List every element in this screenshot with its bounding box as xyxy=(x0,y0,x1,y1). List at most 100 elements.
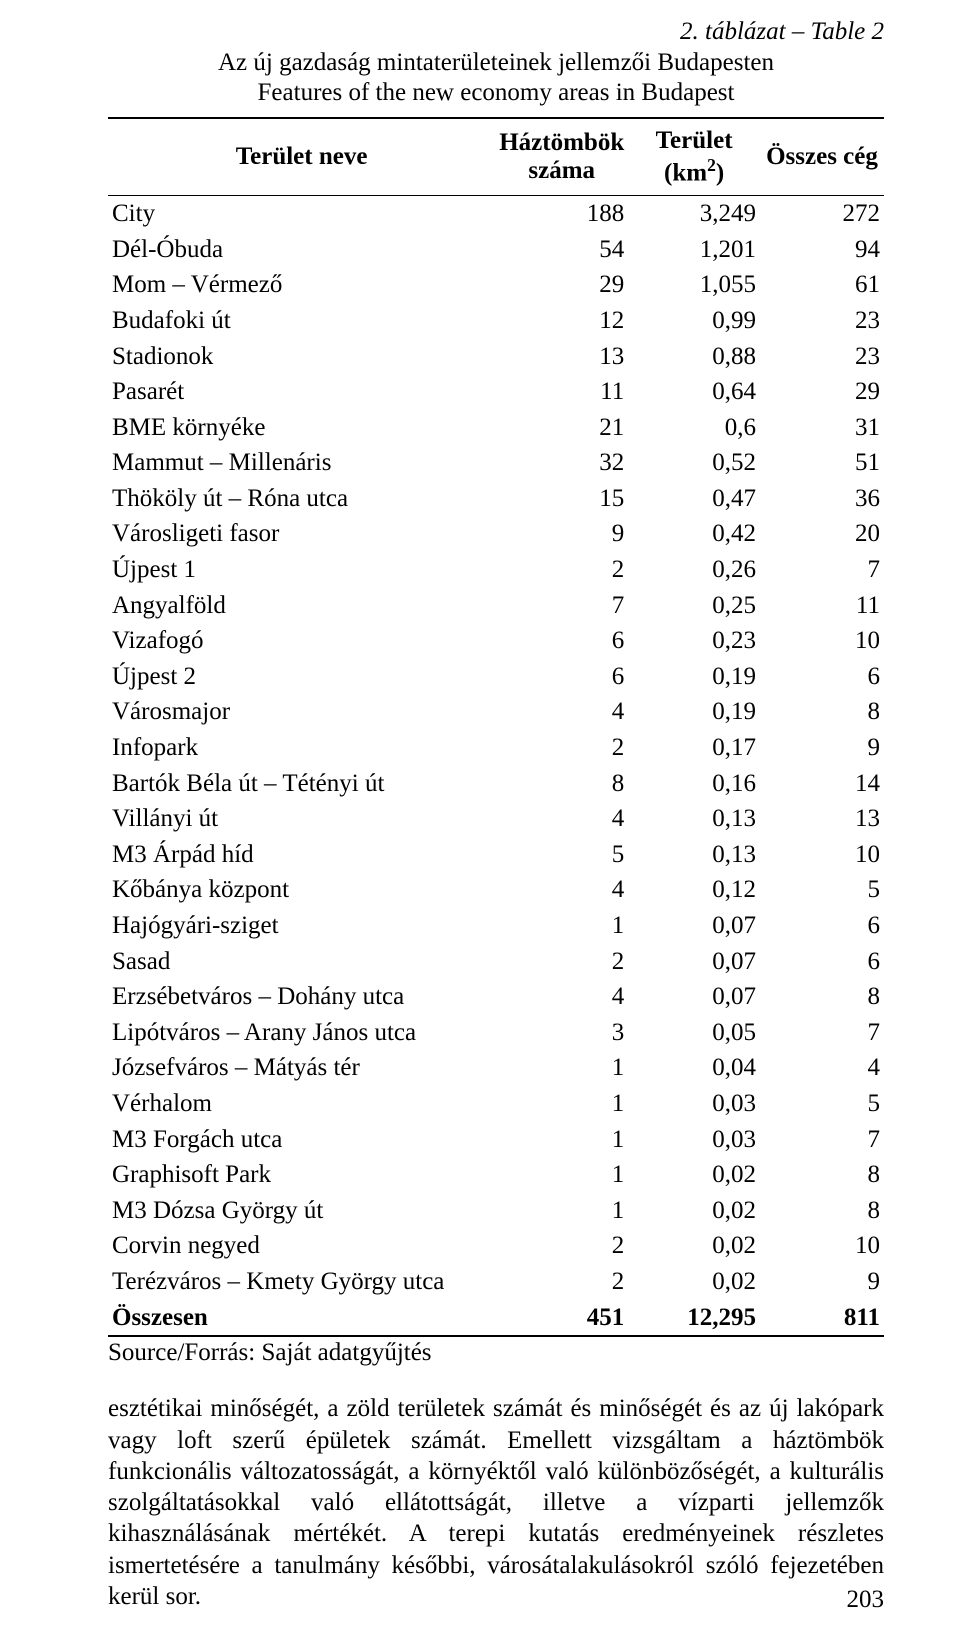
cell-name: Lipótváros – Arany János utca xyxy=(108,1015,495,1051)
cell-name: Bartók Béla út – Tétényi út xyxy=(108,766,495,802)
cell-name: Stadionok xyxy=(108,339,495,375)
cell-blocks: 2 xyxy=(495,944,628,980)
cell-area: 0,04 xyxy=(628,1051,760,1087)
cell-name: Vérhalom xyxy=(108,1086,495,1122)
cell-area: 0,02 xyxy=(628,1264,760,1300)
total-blocks: 451 xyxy=(495,1300,628,1337)
cell-companies: 14 xyxy=(760,766,884,802)
cell-companies: 6 xyxy=(760,659,884,695)
cell-companies: 29 xyxy=(760,374,884,410)
table-row: Budafoki út120,9923 xyxy=(108,303,884,339)
col-header-area-sup: 2 xyxy=(707,155,716,175)
cell-name: Graphisoft Park xyxy=(108,1157,495,1193)
table-row: Lipótváros – Arany János utca30,057 xyxy=(108,1015,884,1051)
cell-name: Vizafogó xyxy=(108,623,495,659)
cell-name: Józsefváros – Mátyás tér xyxy=(108,1051,495,1087)
cell-area: 0,12 xyxy=(628,873,760,909)
cell-blocks: 4 xyxy=(495,873,628,909)
col-header-companies: Összes cég xyxy=(760,118,884,196)
cell-area: 0,25 xyxy=(628,588,760,624)
table-row: Angyalföld70,2511 xyxy=(108,588,884,624)
table-row: Újpest 120,267 xyxy=(108,552,884,588)
table-row: M3 Árpád híd50,1310 xyxy=(108,837,884,873)
cell-blocks: 9 xyxy=(495,517,628,553)
cell-area: 0,88 xyxy=(628,339,760,375)
cell-area: 0,02 xyxy=(628,1157,760,1193)
cell-name: Angyalföld xyxy=(108,588,495,624)
cell-area: 1,201 xyxy=(628,232,760,268)
cell-area: 0,07 xyxy=(628,908,760,944)
cell-name: Sasad xyxy=(108,944,495,980)
cell-area: 0,64 xyxy=(628,374,760,410)
table-row: Thököly út – Róna utca150,4736 xyxy=(108,481,884,517)
table-label: 2. táblázat – Table 2 xyxy=(108,18,884,46)
cell-area: 0,13 xyxy=(628,801,760,837)
table-row: Bartók Béla út – Tétényi út80,1614 xyxy=(108,766,884,802)
table-row: Corvin negyed20,0210 xyxy=(108,1229,884,1265)
cell-blocks: 1 xyxy=(495,1051,628,1087)
cell-blocks: 2 xyxy=(495,730,628,766)
cell-blocks: 6 xyxy=(495,659,628,695)
cell-blocks: 1 xyxy=(495,1122,628,1158)
cell-name: Terézváros – Kmety György utca xyxy=(108,1264,495,1300)
cell-companies: 36 xyxy=(760,481,884,517)
table-title-hu: Az új gazdaság mintaterületeinek jellemz… xyxy=(108,48,884,78)
cell-companies: 31 xyxy=(760,410,884,446)
cell-name: Corvin negyed xyxy=(108,1229,495,1265)
table-row: Terézváros – Kmety György utca20,029 xyxy=(108,1264,884,1300)
cell-blocks: 2 xyxy=(495,1264,628,1300)
cell-blocks: 11 xyxy=(495,374,628,410)
cell-area: 0,42 xyxy=(628,517,760,553)
cell-companies: 11 xyxy=(760,588,884,624)
col-header-blocks: Háztömbök száma xyxy=(495,118,628,196)
cell-blocks: 1 xyxy=(495,908,628,944)
cell-companies: 10 xyxy=(760,1229,884,1265)
page-number: 203 xyxy=(847,1586,885,1614)
cell-name: Városligeti fasor xyxy=(108,517,495,553)
cell-area: 0,19 xyxy=(628,659,760,695)
table-row: Újpest 260,196 xyxy=(108,659,884,695)
cell-name: City xyxy=(108,196,495,232)
table-row: Vérhalom10,035 xyxy=(108,1086,884,1122)
cell-blocks: 54 xyxy=(495,232,628,268)
cell-name: Városmajor xyxy=(108,695,495,731)
table-row: Stadionok130,8823 xyxy=(108,339,884,375)
table-row: City1883,249272 xyxy=(108,196,884,232)
cell-blocks: 8 xyxy=(495,766,628,802)
table-row: BME környéke210,631 xyxy=(108,410,884,446)
cell-blocks: 6 xyxy=(495,623,628,659)
cell-name: Kőbánya központ xyxy=(108,873,495,909)
table-header-row: Terület neve Háztömbök száma Terület (km… xyxy=(108,118,884,196)
cell-companies: 13 xyxy=(760,801,884,837)
cell-blocks: 1 xyxy=(495,1193,628,1229)
cell-area: 0,47 xyxy=(628,481,760,517)
cell-blocks: 4 xyxy=(495,695,628,731)
data-table: Terület neve Háztömbök száma Terület (km… xyxy=(108,117,884,1337)
cell-companies: 4 xyxy=(760,1051,884,1087)
cell-companies: 5 xyxy=(760,873,884,909)
body-paragraph: esztétikai minőségét, a zöld területek s… xyxy=(108,1393,884,1612)
cell-blocks: 4 xyxy=(495,979,628,1015)
table-row: M3 Forgách utca10,037 xyxy=(108,1122,884,1158)
cell-blocks: 5 xyxy=(495,837,628,873)
cell-blocks: 29 xyxy=(495,268,628,304)
cell-name: Villányi út xyxy=(108,801,495,837)
cell-area: 0,26 xyxy=(628,552,760,588)
cell-area: 0,17 xyxy=(628,730,760,766)
cell-area: 0,52 xyxy=(628,445,760,481)
table-source: Source/Forrás: Saját adatgyűjtés xyxy=(108,1339,884,1367)
cell-area: 0,07 xyxy=(628,944,760,980)
cell-blocks: 7 xyxy=(495,588,628,624)
cell-companies: 7 xyxy=(760,1015,884,1051)
col-header-name: Terület neve xyxy=(108,118,495,196)
cell-name: Thököly út – Róna utca xyxy=(108,481,495,517)
table-row: Sasad20,076 xyxy=(108,944,884,980)
cell-name: Budafoki út xyxy=(108,303,495,339)
cell-area: 1,055 xyxy=(628,268,760,304)
cell-companies: 7 xyxy=(760,552,884,588)
cell-area: 0,19 xyxy=(628,695,760,731)
cell-companies: 23 xyxy=(760,339,884,375)
table-row: Erzsébetváros – Dohány utca40,078 xyxy=(108,979,884,1015)
cell-name: Újpest 2 xyxy=(108,659,495,695)
table-body: City1883,249272Dél-Óbuda541,20194Mom – V… xyxy=(108,196,884,1337)
